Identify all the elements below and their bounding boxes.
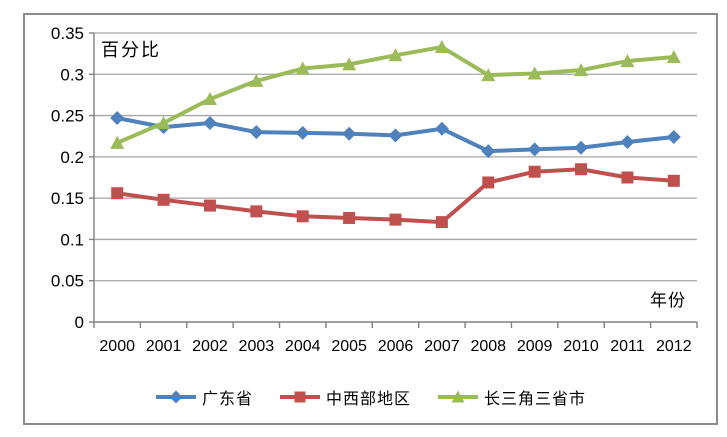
- series-2-point-2005: [342, 57, 357, 71]
- series-0-point-2000: [110, 111, 125, 126]
- series-0-point-2007: [434, 121, 449, 136]
- x-tick-label: 2000: [99, 338, 135, 355]
- series-0-point-2004: [295, 125, 310, 140]
- y-tick-label: 0.2: [60, 148, 84, 167]
- series-2-point-2008: [481, 68, 496, 82]
- series-1-point-2002: [203, 199, 216, 212]
- series-2-point-2001: [156, 116, 171, 130]
- series-1-point-2000: [111, 187, 124, 200]
- series-2-point-2010: [574, 63, 589, 77]
- x-tick-label: 2006: [378, 338, 414, 355]
- series-1-point-2007: [435, 216, 448, 229]
- y-tick-label: 0.3: [60, 65, 84, 84]
- series-1-point-2008: [482, 176, 495, 189]
- x-tick-label: 2004: [285, 338, 321, 355]
- series-1-point-2003: [250, 205, 263, 218]
- series-2-point-2002: [202, 92, 217, 106]
- series-0-point-2008: [481, 144, 496, 159]
- legend-marker-square-icon: [279, 391, 320, 403]
- series-1-point-2011: [621, 171, 634, 184]
- x-tick-label: 2001: [146, 338, 182, 355]
- series-0-point-2003: [249, 125, 264, 140]
- legend-label: 中西部地区: [325, 391, 411, 408]
- y-tick-label: 0.05: [51, 272, 84, 291]
- legend-label: 长三角三省市: [484, 391, 587, 408]
- series-1-point-2001: [157, 193, 170, 206]
- x-tick-label: 2011: [610, 338, 645, 355]
- series-1-point-2010: [575, 163, 588, 176]
- legend-marker-triangle-icon: [438, 390, 478, 403]
- y-axis-title: 百分比: [101, 40, 161, 60]
- series-1-point-2004: [296, 210, 309, 223]
- series-1-point-2012: [667, 174, 680, 187]
- series-0-point-2002: [202, 116, 217, 131]
- series-1-point-2005: [343, 211, 356, 224]
- legend-item-0: 广东省: [155, 385, 253, 409]
- legend-label: 广东省: [201, 391, 253, 408]
- series-0-point-2005: [342, 126, 357, 141]
- x-axis-title: 年份: [650, 291, 686, 310]
- x-tick-label: 2002: [192, 338, 228, 355]
- series-1-point-2006: [389, 213, 402, 226]
- series-2-point-2006: [388, 48, 403, 62]
- series-1-point-2009: [528, 165, 541, 178]
- y-tick-label: 0.35: [51, 24, 84, 43]
- series-0-point-2010: [574, 140, 589, 155]
- series-2-point-2003: [249, 73, 264, 87]
- series-0-point-2012: [666, 130, 681, 145]
- y-tick-label: 0: [75, 313, 84, 332]
- y-tick-label: 0.25: [51, 107, 84, 126]
- series-0-point-2006: [388, 128, 403, 143]
- series-0-point-2009: [527, 142, 542, 157]
- series-2-point-2004: [295, 61, 310, 75]
- legend-marker-diamond-icon: [155, 390, 196, 404]
- y-tick-label: 0.1: [60, 230, 84, 249]
- series-2-point-2011: [620, 54, 635, 68]
- x-tick-label: 2005: [331, 338, 367, 355]
- x-tick-label: 2012: [656, 338, 692, 355]
- series-2-point-2012: [666, 49, 681, 63]
- legend-item-2: 长三角三省市: [437, 385, 586, 409]
- series-0-point-2011: [620, 134, 635, 149]
- x-tick-label: 2008: [470, 338, 506, 355]
- series-2-point-2007: [434, 40, 449, 54]
- series-2-point-2009: [527, 66, 542, 80]
- y-tick-label: 0.15: [51, 189, 84, 208]
- x-tick-label: 2007: [424, 338, 460, 355]
- series-2-point-2000: [110, 135, 125, 149]
- x-tick-label: 2009: [517, 338, 553, 355]
- legend: 广东省 中西部地区 长三角三省市: [25, 383, 716, 411]
- x-tick-label: 2010: [563, 338, 599, 355]
- legend-item-1: 中西部地区: [279, 385, 411, 409]
- x-tick-label: 2003: [239, 338, 275, 355]
